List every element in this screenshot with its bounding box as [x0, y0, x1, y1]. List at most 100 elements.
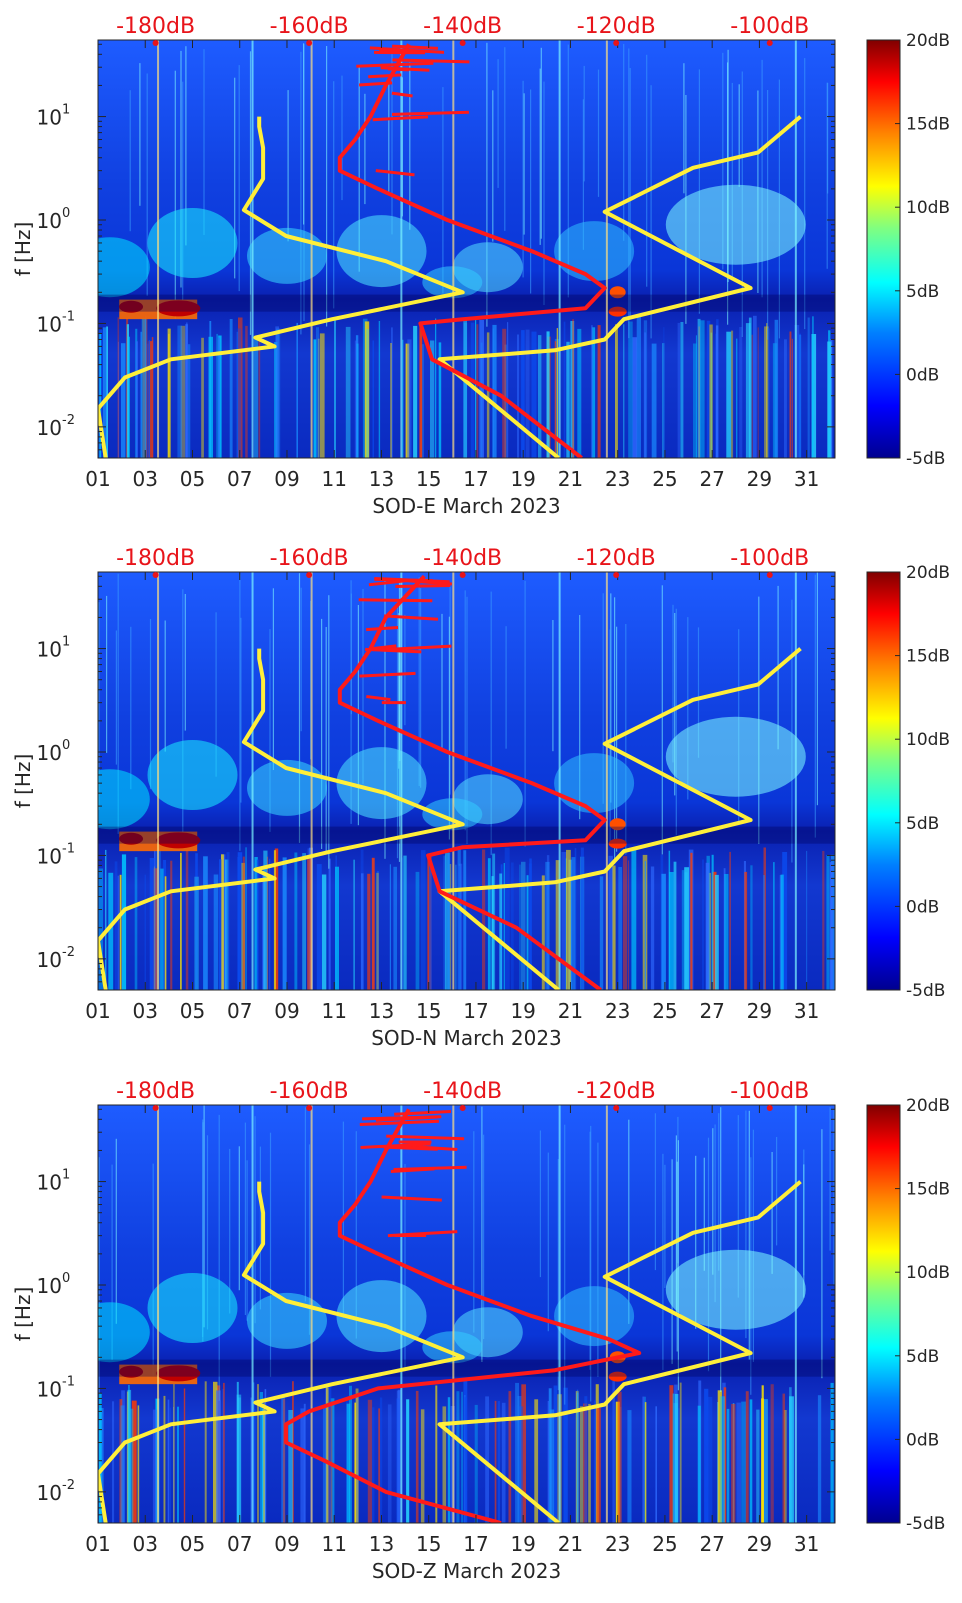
- spectrogram-streak: [505, 848, 510, 990]
- x-tick-label: 01: [85, 467, 110, 491]
- top-db-axis-marker: [767, 1105, 773, 1111]
- spectrogram-streak: [698, 1406, 701, 1523]
- x-tick-label: 09: [274, 999, 299, 1023]
- colorbar-tick-label: 20dB: [906, 31, 950, 51]
- spectrogram-spike: [185, 594, 186, 731]
- event-line: [795, 1105, 797, 1523]
- x-tick-label: 19: [510, 1532, 535, 1556]
- spectrogram-spike: [492, 90, 493, 241]
- spectrogram-spike: [830, 1107, 831, 1251]
- spectrogram-streak: [188, 344, 190, 458]
- spectrogram-streak: [487, 332, 490, 458]
- spectrogram-area: [70, 572, 836, 990]
- spectrogram-spike: [827, 83, 828, 269]
- y-tick-label-exponent: 0: [62, 206, 70, 221]
- spectrogram-spike: [720, 1107, 721, 1392]
- x-tick-label: 29: [747, 467, 772, 491]
- spectrogram-streak: [588, 1404, 591, 1523]
- spectrogram-streak: [826, 855, 829, 990]
- x-tick-label: 13: [369, 1532, 394, 1556]
- spectrogram-spike: [548, 1153, 549, 1332]
- y-tick-label: 10: [37, 1481, 62, 1505]
- spectrogram-streak: [264, 1403, 265, 1523]
- colorbar-tick-label: 15dB: [906, 1180, 950, 1200]
- colorbar-tick-label: 0dB: [906, 365, 939, 385]
- colorbar-tick-label: 0dB: [906, 1430, 939, 1450]
- spectrogram-streak: [390, 343, 392, 458]
- spectrogram-streak: [393, 867, 397, 990]
- spectrogram-spike: [598, 70, 599, 197]
- spectrogram-streak: [329, 859, 331, 990]
- spectrogram-streak: [783, 1394, 786, 1523]
- x-tick-label: 15: [416, 999, 441, 1023]
- y-tick-label: 10: [37, 741, 62, 765]
- spectrogram-streak: [349, 1386, 352, 1523]
- spectrogram-streak: [750, 1399, 753, 1523]
- top-db-axis-marker: [153, 572, 159, 578]
- spectrogram-streak: [390, 864, 391, 990]
- spectrogram-streak: [379, 321, 380, 458]
- x-tick-label: 07: [227, 999, 252, 1023]
- spectrogram-streak: [752, 335, 753, 458]
- spectrogram-spike: [300, 52, 301, 335]
- spectrogram-streak: [230, 319, 233, 458]
- spectrogram-streak: [203, 856, 208, 990]
- spectrogram-spike: [273, 588, 274, 770]
- spectrogram-streak: [674, 862, 677, 990]
- x-tick-label: 19: [510, 999, 535, 1023]
- colorbar-tick-label: 5dB: [906, 814, 939, 834]
- spectrogram-streak: [808, 318, 810, 459]
- spectrogram-streak: [488, 858, 491, 990]
- spectrogram-streak: [623, 324, 624, 458]
- spectrogram-spike: [540, 69, 541, 245]
- x-tick-label: 27: [699, 999, 724, 1023]
- spectrogram-streak: [727, 1409, 730, 1523]
- spectrogram-streak: [633, 337, 638, 458]
- spectrogram-streak: [128, 337, 130, 458]
- top-db-axis-marker: [306, 40, 312, 46]
- spectrogram-streak: [416, 872, 420, 990]
- spectrogram-streak: [346, 327, 351, 458]
- spectrogram-streak: [628, 860, 629, 990]
- x-tick-label: 31: [794, 467, 819, 491]
- spectrogram-streak: [700, 320, 704, 458]
- y-axis-label: f [Hz]: [11, 222, 35, 277]
- low-noise-model-branch: [366, 628, 398, 630]
- spectrogram-streak: [499, 874, 502, 991]
- y-tick-label: 10: [37, 844, 62, 868]
- colorbar: [867, 1105, 900, 1523]
- spectrogram-spike: [655, 1113, 656, 1270]
- event-line: [311, 1105, 313, 1523]
- spectrogram-streak: [302, 853, 306, 990]
- y-tick-label-exponent: 0: [62, 738, 70, 753]
- spectrogram-spike: [130, 627, 131, 789]
- spectrogram-streak: [397, 1391, 400, 1524]
- y-tick-label-exponent: -2: [62, 413, 75, 428]
- top-db-axis-marker: [153, 1105, 159, 1111]
- low-noise-model-branch: [368, 75, 401, 77]
- y-tick-label: 10: [37, 1274, 62, 1298]
- y-tick-label: 10: [37, 209, 62, 233]
- spectrogram-streak: [749, 318, 752, 458]
- spectrogram-spike: [305, 1107, 306, 1301]
- y-tick-label: 10: [37, 1171, 62, 1195]
- spectrogram-spike: [203, 49, 204, 235]
- y-tick-label: 10: [37, 416, 62, 440]
- x-tick-label: 27: [699, 467, 724, 491]
- spectrogram-streak: [245, 847, 246, 990]
- spectrogram-streak: [598, 325, 601, 458]
- spectrogram-area: [70, 1105, 835, 1523]
- spectrogram-spike: [153, 1164, 154, 1377]
- top-db-axis-marker: [306, 572, 312, 578]
- spectrogram-streak: [678, 323, 681, 458]
- spectrogram-streak: [781, 875, 784, 990]
- colorbar: [867, 572, 900, 990]
- spectrogram-spike: [540, 1131, 541, 1278]
- spectrogram-streak: [715, 875, 719, 990]
- event-line: [252, 572, 254, 990]
- spectrogram-streak: [373, 341, 375, 459]
- spectrogram-streak: [323, 1408, 327, 1523]
- spectrogram-streak: [118, 876, 119, 990]
- colorbar-tick-label: 10dB: [906, 198, 950, 218]
- spectrogram-streak: [609, 856, 613, 990]
